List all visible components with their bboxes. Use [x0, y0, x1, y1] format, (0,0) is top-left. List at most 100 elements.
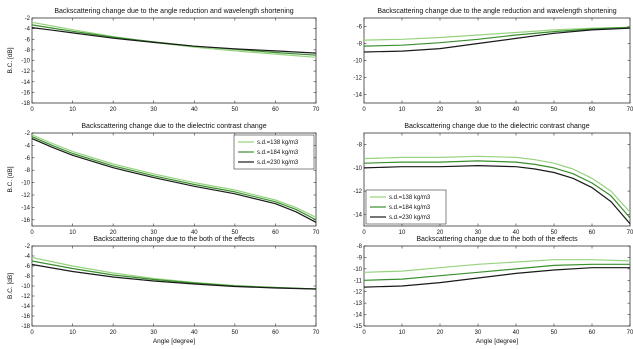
series-line-3 [364, 27, 630, 53]
series-line-3 [32, 27, 316, 54]
y-tick-label: -10 [21, 284, 30, 290]
y-tick-label: -16 [21, 218, 30, 224]
legend-label: s.d.=230 kg/m3 [389, 215, 431, 221]
y-tick-label: -6 [357, 25, 363, 31]
x-tick-label: 20 [110, 230, 117, 236]
y-tick-label: -11 [354, 278, 363, 284]
y-tick-label: -10 [21, 59, 30, 65]
y-tick-label: -12 [353, 290, 362, 296]
x-tick-label: 20 [437, 330, 444, 336]
y-tick-label: -10 [353, 166, 362, 172]
subplot-3: Backscattering change due to the dielect… [7, 123, 320, 236]
y-tick-label: -10 [21, 181, 30, 187]
x-tick-label: 60 [589, 230, 596, 236]
series-group [364, 155, 630, 225]
plot-area [31, 17, 317, 104]
y-tick-label: -2 [25, 16, 31, 22]
y-tick-label: -15 [353, 324, 362, 330]
y-tick-label: -14 [353, 93, 362, 99]
series-group [364, 259, 630, 288]
x-tick-label: 70 [313, 107, 320, 113]
x-tick-label: 50 [551, 230, 558, 236]
y-tick-label: -8 [25, 168, 31, 174]
x-tick-label: 0 [362, 230, 366, 236]
x-tick-label: 40 [513, 230, 520, 236]
series-line-1 [32, 134, 316, 218]
legend-label: s.d.=184 kg/m3 [389, 205, 431, 211]
x-tick-label: 10 [69, 230, 76, 236]
y-tick-label: -18 [21, 101, 30, 107]
x-tick-label: 20 [110, 107, 117, 113]
x-tick-label: 70 [627, 330, 633, 336]
y-tick-label: -10 [353, 59, 362, 65]
legend-label: s.d.=184 kg/m3 [257, 150, 299, 156]
chart-title: Backscattering change due to the dielect… [81, 123, 266, 130]
y-tick-label: -4 [25, 254, 31, 260]
subplot-2: Backscattering change due to the angle r… [353, 8, 633, 113]
chart-title: Backscattering change due to the dielect… [404, 123, 589, 130]
y-tick-label: -9 [357, 255, 363, 261]
x-tick-label: 10 [399, 107, 406, 113]
legend: s.d.=138 kg/m3 s.d.=184 kg/m3 s.d.=230 kg/… [233, 134, 315, 170]
subplot-6: Backscattering change due to the both of… [353, 236, 633, 345]
x-tick-label: 10 [399, 230, 406, 236]
x-tick-label: 0 [30, 330, 34, 336]
y-tick-label: -8 [25, 48, 31, 54]
plot-area [31, 245, 317, 327]
x-tick-label: 10 [69, 107, 76, 113]
y-tick-label: -16 [21, 314, 30, 320]
y-tick-label: -8 [25, 274, 31, 280]
subplot-5: Backscattering change due to the both of… [7, 236, 320, 345]
x-tick-label: 60 [272, 230, 279, 236]
x-tick-label: 10 [399, 330, 406, 336]
legend: s.d.=138 kg/m3 s.d.=184 kg/m3 s.d.=230 kg/… [365, 189, 447, 225]
y-tick-label: -14 [21, 80, 30, 86]
series-line-2 [364, 263, 630, 281]
x-tick-label: 50 [232, 330, 239, 336]
series-line-1 [364, 259, 630, 273]
y-tick-label: -12 [353, 76, 362, 82]
x-tick-label: 30 [150, 107, 157, 113]
series-line-1 [364, 155, 630, 213]
chart-title: Backscattering change due to the both of… [416, 236, 578, 243]
plot-area [363, 17, 631, 104]
y-axis-label: B.C. [dB] [7, 166, 14, 192]
x-tick-label: 70 [313, 230, 320, 236]
x-axis-label: Angle [degree] [476, 338, 518, 345]
y-tick-label: -14 [21, 205, 30, 211]
x-tick-label: 40 [513, 330, 520, 336]
series-group [32, 256, 316, 290]
x-tick-label: 30 [150, 230, 157, 236]
y-tick-label: -8 [357, 244, 363, 250]
y-tick-label: -4 [25, 27, 31, 33]
x-tick-label: 0 [362, 330, 366, 336]
y-tick-label: -10 [353, 267, 362, 273]
x-tick-label: 50 [232, 107, 239, 113]
series-line-3 [364, 165, 630, 225]
y-tick-label: -12 [21, 69, 30, 75]
x-tick-label: 20 [437, 230, 444, 236]
x-tick-label: 30 [475, 107, 482, 113]
y-tick-label: -2 [25, 244, 31, 250]
x-tick-label: 10 [69, 330, 76, 336]
series-line-3 [364, 267, 630, 288]
series-group [32, 21, 316, 58]
series-line-3 [32, 263, 316, 290]
x-tick-label: 20 [437, 107, 444, 113]
y-tick-label: -8 [357, 42, 363, 48]
x-tick-label: 50 [551, 330, 558, 336]
x-tick-label: 70 [313, 330, 320, 336]
y-tick-label: -6 [25, 37, 31, 43]
series-line-2 [364, 160, 630, 219]
y-tick-label: -14 [353, 212, 362, 218]
chart-title: Backscattering change due to the both of… [93, 236, 255, 243]
x-tick-label: 40 [191, 107, 198, 113]
y-tick-label: -12 [21, 193, 30, 199]
x-tick-label: 40 [191, 330, 198, 336]
legend-label: s.d.=230 kg/m3 [257, 160, 299, 166]
y-tick-label: -14 [21, 304, 30, 310]
x-tick-label: 30 [475, 330, 482, 336]
series-group [32, 134, 316, 223]
y-tick-label: -2 [25, 131, 31, 137]
